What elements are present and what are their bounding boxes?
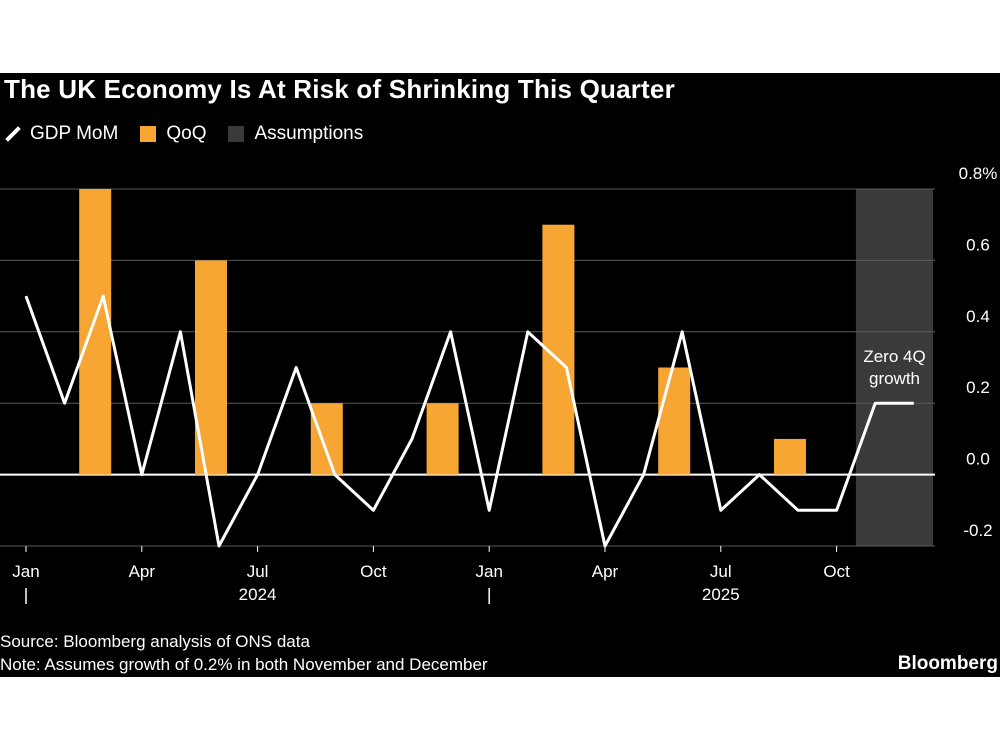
legend-item-qoq: QoQ [140, 123, 206, 145]
y-tick-label: 0.4 [966, 307, 990, 326]
chart-panel [0, 73, 1000, 677]
note-text: Note: Assumes growth of 0.2% in both Nov… [0, 655, 488, 674]
chart-title: The UK Economy Is At Risk of Shrinking T… [4, 74, 675, 104]
legend-item-assumptions: Assumptions [228, 123, 363, 145]
gdp-mom-line [24, 294, 914, 548]
x-tick-label: Jan [12, 562, 39, 581]
y-tick-label: 0.0 [966, 450, 990, 469]
x-tick-label: Jul [710, 562, 732, 581]
qoq-bar [426, 403, 459, 475]
legend-label-assumptions: Assumptions [254, 123, 364, 144]
annotation-text: growth [869, 369, 920, 388]
qoq-bar [310, 403, 343, 475]
year-label: 2025 [702, 585, 740, 604]
y-tick-label: -0.2 [963, 521, 992, 540]
annotation-text: Zero 4Q [863, 347, 925, 366]
source-text: Source: Bloomberg analysis of ONS data [0, 632, 310, 651]
y-tick-label: 0.8% [959, 164, 998, 183]
legend-label-gdp-mom: GDP MoM [30, 123, 119, 144]
qoq-bar [658, 367, 691, 475]
qoq-bar [774, 438, 806, 475]
bar-swatch-icon [140, 126, 157, 142]
x-tick-label: Jan [475, 562, 502, 581]
x-tick-label: Oct [823, 562, 850, 581]
assumption-region [855, 189, 934, 546]
y-tick-label: 0.2 [966, 378, 990, 397]
legend-label-qoq: QoQ [166, 123, 207, 144]
year-label: 2024 [239, 585, 277, 604]
qoq-bar [79, 189, 112, 475]
legend-item-gdp-mom: GDP MoM [4, 123, 118, 145]
y-tick-label: 0.6 [966, 235, 990, 254]
bloomberg-logo: Bloomberg [897, 653, 998, 674]
legend: GDP MoM QoQ Assumptions [4, 123, 385, 145]
x-tick-label: Jul [247, 562, 269, 581]
x-tick-label: Oct [360, 562, 387, 581]
x-tick-label: Apr [592, 562, 619, 581]
area-swatch-icon [228, 126, 245, 142]
x-tick-label: Apr [129, 562, 156, 581]
